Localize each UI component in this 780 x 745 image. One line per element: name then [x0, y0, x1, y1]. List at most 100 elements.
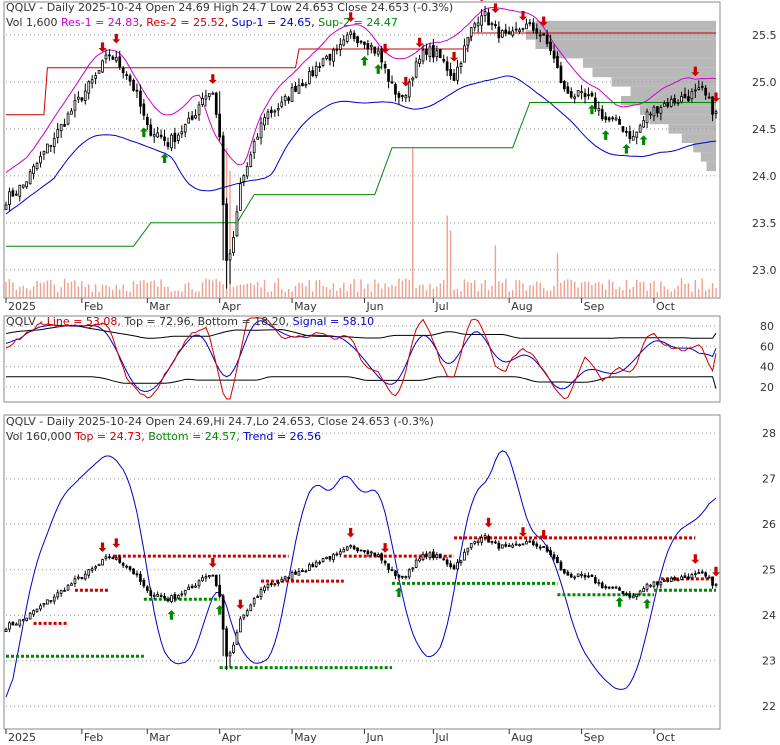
- volume-bar: [670, 291, 672, 298]
- buy-signal-arrow: [139, 127, 148, 138]
- trend-candle-body: [611, 586, 615, 589]
- trend-candle-body: [276, 582, 280, 584]
- candle-body: [90, 79, 94, 84]
- candle-body: [542, 33, 546, 36]
- trend-sell-arrow: [98, 542, 107, 553]
- volume-bar: [77, 286, 80, 298]
- trend-candle-body: [314, 561, 318, 568]
- trend-candle-body: [473, 541, 477, 544]
- trend-candle-body: [294, 571, 297, 575]
- trend-candle-body: [435, 554, 439, 559]
- candle-body: [549, 41, 552, 52]
- candle-body: [652, 106, 656, 117]
- trend-candle-body: [390, 569, 394, 572]
- trend-candle-body: [304, 570, 308, 573]
- volume-bar: [50, 280, 52, 298]
- candle-body: [242, 175, 246, 182]
- volume-bar: [112, 289, 114, 298]
- trend-candle-body: [359, 549, 363, 552]
- candle-body: [145, 116, 149, 126]
- trend-month-label: Sep: [584, 731, 605, 744]
- volume-bar: [32, 286, 35, 298]
- volume-bar: [356, 291, 359, 298]
- candle-body: [590, 92, 594, 97]
- trend-panel-frame: [3, 414, 721, 730]
- month-label: 2025: [8, 300, 36, 313]
- candle-body: [170, 134, 173, 149]
- buy-signal-arrow: [622, 144, 631, 154]
- volume-bar: [360, 279, 362, 298]
- trend-candle-body: [373, 552, 377, 557]
- trend-candle-body: [335, 553, 339, 556]
- trend-candle-body: [425, 553, 428, 557]
- candle-body: [290, 87, 294, 102]
- candle-body: [394, 84, 397, 95]
- candle-body: [194, 115, 197, 119]
- trend-candle-body: [187, 586, 190, 590]
- candle-body: [645, 111, 649, 124]
- volume-bar: [363, 288, 366, 298]
- trend-candle-body: [66, 584, 70, 591]
- trend-buy-arrow: [167, 610, 176, 620]
- candle-body: [97, 70, 101, 74]
- candle-body: [156, 132, 159, 138]
- volume-bar: [177, 290, 179, 298]
- trend-month-label: Aug: [511, 731, 532, 744]
- candle-body: [301, 82, 304, 87]
- volume-profile-bar: [630, 86, 716, 96]
- trend-candle-body: [77, 576, 80, 579]
- candle-body: [669, 98, 673, 107]
- osc-y-tick-label: 80: [760, 320, 774, 333]
- trend-candle-body: [487, 535, 490, 543]
- trend-candle-body: [118, 557, 122, 563]
- volume-bar: [325, 287, 328, 298]
- candle-body: [614, 117, 618, 121]
- trend-candle-body: [656, 581, 659, 586]
- candle-body: [118, 56, 122, 68]
- trend-candle-body: [463, 551, 466, 561]
- volume-bar: [553, 286, 555, 298]
- trend-candle-body: [469, 543, 473, 548]
- trend-candle-body: [159, 595, 163, 597]
- candle-body: [397, 93, 401, 98]
- volume-profile-bar: [668, 124, 716, 134]
- sell-signal-arrow: [401, 76, 410, 87]
- volume-bar: [539, 282, 541, 298]
- osc-y-tick-label: 20: [760, 381, 774, 394]
- volume-profile-bar: [554, 49, 716, 59]
- candle-body: [556, 56, 559, 68]
- sell-signal-arrow: [415, 37, 424, 48]
- candle-body: [56, 128, 60, 138]
- candle-body: [407, 81, 411, 98]
- trend-candle-body: [56, 592, 60, 598]
- candle-body: [673, 98, 677, 104]
- trend-candle-body: [404, 576, 408, 578]
- buy-signal-arrow: [374, 64, 383, 74]
- volume-bar: [143, 280, 145, 298]
- trend-candle-body: [87, 569, 91, 576]
- trend-candle-body: [445, 559, 449, 565]
- volume-bar: [239, 284, 242, 298]
- trend-candle-body: [63, 590, 66, 592]
- osc-header: QQLV - Line = 53.08, Top = 72.96, Bottom…: [6, 315, 374, 328]
- trend-header-line-1: QQLV - Daily 2025-10-24 Open 24.69,Hi 24…: [6, 415, 434, 428]
- main-y-tick-label: 23.5: [752, 217, 777, 230]
- trend-candle-body: [349, 545, 353, 548]
- volume-bar: [139, 280, 142, 298]
- volume-bar: [532, 285, 534, 298]
- trend-candle-body: [201, 577, 204, 582]
- trend-candle-body: [197, 580, 201, 587]
- trend-month-axis-labels: 2025 Feb Mar Apr May Jun Jul Aug Sep Oct: [5, 729, 676, 744]
- candle-body: [711, 96, 714, 115]
- volume-bar: [698, 289, 700, 298]
- volume-bar: [667, 289, 669, 298]
- trend-candle-body: [542, 546, 546, 548]
- candle-body: [594, 97, 597, 110]
- candle-body: [101, 60, 104, 73]
- volume-bar: [715, 288, 717, 298]
- candle-body: [25, 181, 29, 188]
- volume-bar: [480, 283, 483, 298]
- volume-bar: [339, 287, 341, 298]
- candle-body: [676, 102, 680, 105]
- trend-candle-body: [194, 585, 197, 588]
